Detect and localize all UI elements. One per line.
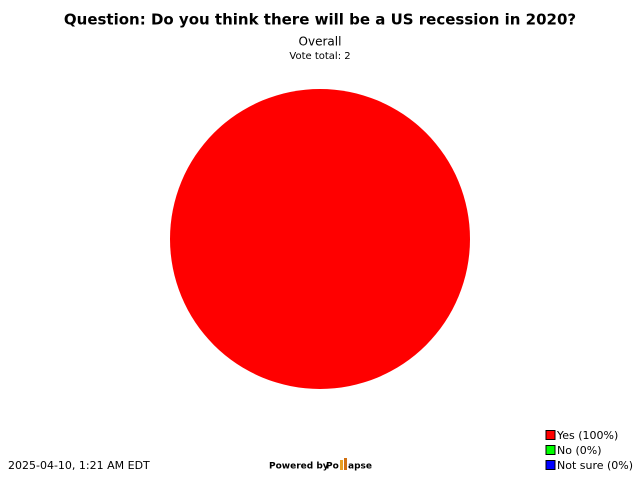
legend-label: No (0%) [557, 444, 602, 457]
chart-title: Question: Do you think there will be a U… [64, 11, 576, 29]
chart-subtitle: Overall [299, 35, 342, 49]
legend-swatch [545, 430, 556, 440]
vote-total: Vote total: 2 [289, 51, 350, 62]
powered-by: Powered by [269, 462, 329, 472]
pie-slice [170, 89, 470, 389]
legend-swatch [545, 445, 556, 455]
legend-label: Yes (100%) [556, 429, 618, 442]
brand-icon [340, 458, 347, 470]
brand-end: apse [348, 462, 372, 472]
timestamp: 2025-04-10, 1:21 AM EDT [8, 459, 150, 472]
legend-swatch [545, 460, 556, 470]
legend-label: Not sure (0%) [557, 459, 633, 472]
brand-start: Po [326, 462, 339, 472]
